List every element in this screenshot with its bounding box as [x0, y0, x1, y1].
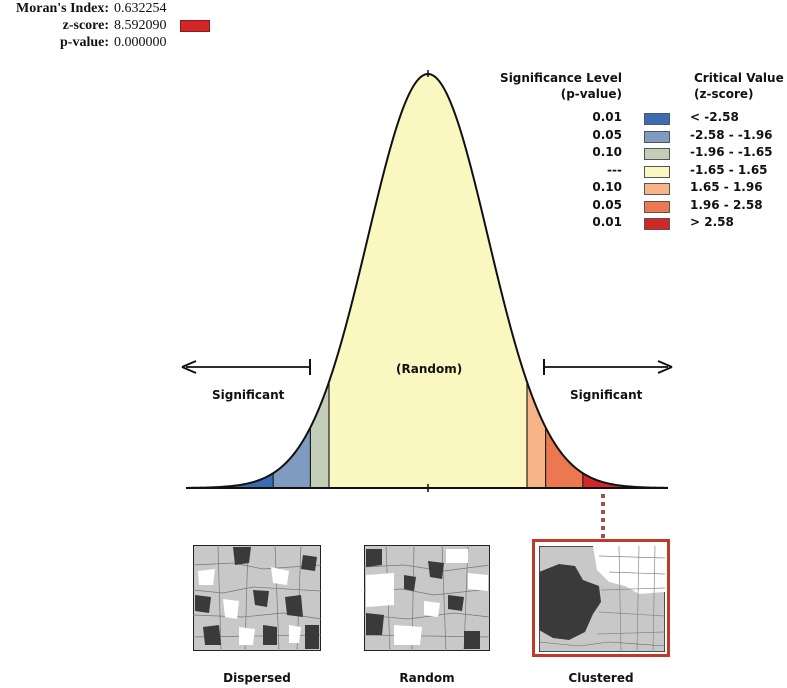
legend-z-range-2: -1.96 - -1.65 [690, 145, 773, 159]
p-value-label: p-value: [60, 35, 109, 50]
legend-p-value-3: --- [607, 162, 622, 177]
legend-swatch-5 [644, 200, 670, 213]
dispersed-caption: Dispersed [223, 671, 291, 685]
critical-value-header: Critical Value (z-score) [694, 70, 784, 102]
dispersed-map-thumbnail [193, 545, 321, 651]
z-score-label: z-score: [62, 18, 109, 33]
left-significant-label: Significant [212, 388, 285, 402]
significance-level-title: Significance Level [500, 71, 622, 85]
legend-z-range-3: -1.65 - 1.65 [690, 162, 768, 177]
z-score-swatch [180, 20, 210, 32]
right-significant-label: Significant [570, 388, 643, 402]
curve-band-6 [582, 473, 668, 488]
legend-p-value-2: 0.10 [592, 145, 622, 159]
left-arrow-head [181, 360, 197, 374]
z-score-value: 8.592090 [114, 18, 167, 33]
curve-band-0 [188, 473, 274, 488]
legend-p-value-6: 0.01 [592, 215, 622, 229]
right-arrow-head [657, 360, 673, 374]
clustered-map-thumbnail [539, 546, 665, 652]
legend-p-value-4: 0.10 [592, 180, 622, 194]
legend-swatch-1 [644, 130, 670, 143]
legend-p-value-5: 0.05 [592, 197, 622, 212]
curve-band-2 [310, 381, 329, 488]
legend-z-range-6: > 2.58 [690, 215, 734, 229]
critical-value-title: Critical Value [694, 71, 784, 85]
legend-z-range-5: 1.96 - 2.58 [690, 197, 763, 212]
legend-swatch-0 [644, 113, 670, 125]
significance-level-header: Significance Level (p-value) [480, 70, 622, 102]
legend-p-value-0: 0.01 [592, 110, 622, 124]
legend-swatch-6 [644, 218, 670, 230]
curve-band-3 [329, 74, 527, 488]
p-value-value: 0.000000 [114, 35, 167, 50]
legend-p-value-1: 0.05 [592, 127, 622, 142]
random-map-thumbnail [364, 545, 490, 651]
random-caption: Random [399, 671, 455, 685]
curve-band-4 [527, 381, 546, 488]
legend-swatch-4 [644, 183, 670, 195]
morans-index-label: Moran's Index: [16, 1, 109, 16]
legend-z-range-1: -2.58 - -1.96 [690, 127, 773, 142]
legend-swatch-3 [644, 165, 670, 178]
significance-level-subtitle: (p-value) [560, 87, 622, 101]
legend-swatch-2 [644, 148, 670, 160]
legend-z-range-0: < -2.58 [690, 110, 739, 124]
critical-value-subtitle: (z-score) [694, 87, 754, 101]
clustered-caption: Clustered [568, 671, 634, 685]
legend-z-range-4: 1.65 - 1.96 [690, 180, 763, 194]
random-label: (Random) [396, 362, 463, 376]
morans-index-value: 0.632254 [114, 1, 167, 16]
